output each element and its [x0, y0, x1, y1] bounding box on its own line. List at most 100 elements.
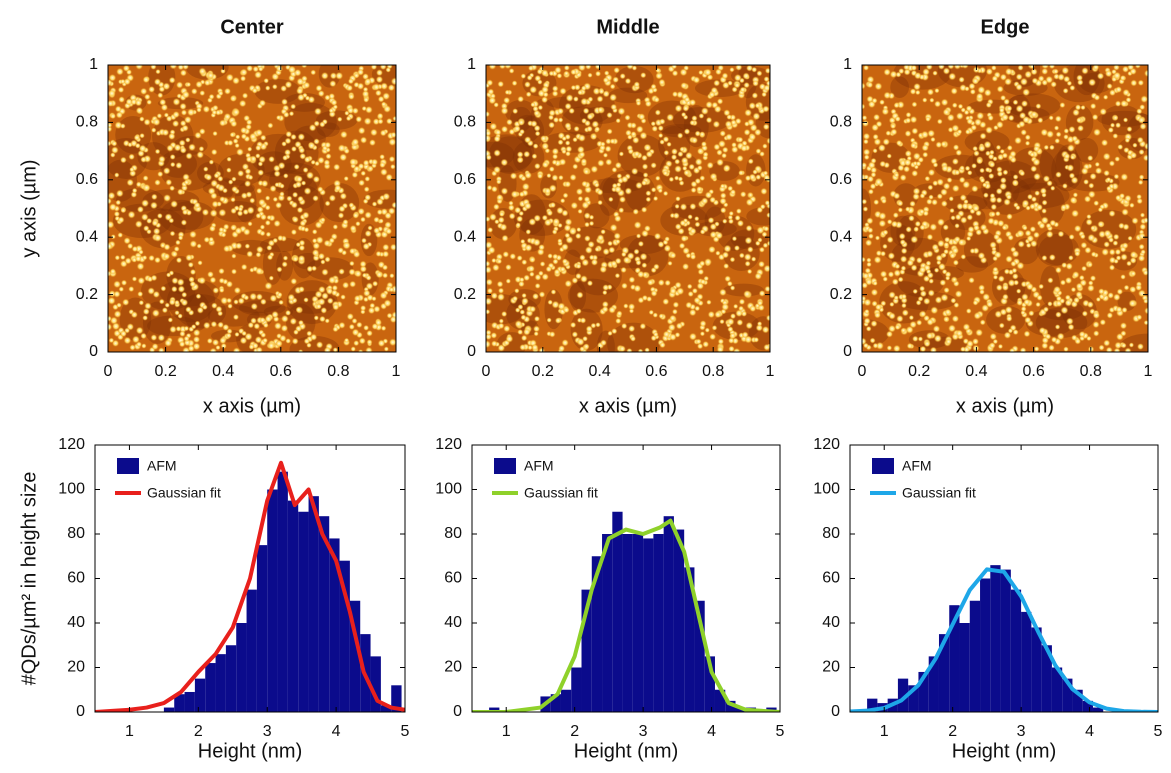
afm-dot — [552, 253, 559, 260]
afm-dot — [886, 330, 893, 338]
afm-dot — [1055, 131, 1062, 138]
afm-dot — [360, 136, 368, 144]
afm-dot — [979, 289, 985, 295]
afm-dot — [131, 245, 139, 253]
afm-dot — [864, 308, 870, 315]
afm-dot — [621, 175, 629, 184]
afm-dot — [882, 243, 888, 250]
afm-dot — [654, 109, 661, 116]
afm-dot — [628, 276, 636, 284]
afm-dot — [541, 69, 549, 77]
y-tick-label: 1 — [89, 56, 98, 73]
afm-dot — [744, 174, 752, 182]
afm-dot — [187, 108, 196, 117]
afm-dot — [323, 239, 331, 247]
afm-dot — [202, 105, 211, 114]
afm-dot — [954, 223, 960, 229]
afm-dot — [1094, 161, 1100, 168]
afm-dot — [724, 120, 733, 129]
y-tick-label: 1 — [843, 56, 852, 73]
afm-dot — [1099, 319, 1107, 326]
afm-dot — [551, 90, 559, 97]
afm-dot — [355, 221, 361, 227]
plot-area — [486, 65, 770, 352]
afm-dot — [1065, 262, 1073, 270]
afm-dot — [1120, 253, 1128, 261]
afm-dot — [1016, 288, 1022, 294]
afm-dot — [298, 319, 304, 326]
afm-dot — [985, 101, 992, 109]
afm-dot — [1109, 122, 1116, 128]
afm-dot — [340, 294, 346, 300]
afm-dot — [258, 66, 264, 72]
afm-dot — [564, 180, 572, 188]
afm-dot — [645, 190, 652, 197]
afm-dot — [618, 151, 625, 157]
afm-dot — [123, 336, 132, 345]
histogram-bar — [489, 707, 500, 712]
afm-dot — [862, 132, 871, 141]
afm-dot — [890, 123, 896, 130]
afm-dot — [250, 155, 257, 163]
afm-dot — [325, 153, 332, 160]
afm-dot — [175, 325, 182, 332]
afm-dot — [607, 240, 613, 247]
afm-dot — [585, 65, 592, 70]
histogram-bar — [684, 567, 695, 712]
afm-dot — [989, 241, 997, 249]
afm-dot — [211, 109, 218, 116]
afm-dot — [1103, 339, 1111, 347]
afm-dot — [264, 315, 273, 323]
afm-dot — [954, 213, 962, 221]
afm-dot — [715, 231, 724, 240]
afm-dot — [653, 263, 660, 270]
x-tick-label: 3 — [263, 723, 272, 740]
afm-dot — [282, 154, 289, 161]
afm-dot — [1004, 77, 1012, 86]
afm-dot — [269, 184, 277, 193]
afm-dot — [931, 198, 938, 206]
afm-dot — [577, 89, 584, 96]
afm-dot — [747, 158, 754, 165]
afm-dot — [185, 253, 193, 262]
afm-dot — [736, 154, 744, 163]
afm-dot — [880, 250, 887, 257]
afm-dot — [363, 324, 370, 331]
afm-dot — [637, 240, 644, 247]
afm-dot — [610, 260, 618, 268]
afm-dot — [763, 343, 770, 351]
afm-dot — [1021, 293, 1029, 301]
afm-dot — [168, 298, 176, 306]
afm-dot — [696, 186, 703, 193]
afm-dot — [690, 180, 698, 188]
afm-dot — [143, 118, 151, 126]
afm-dot — [1003, 331, 1012, 339]
afm-dot — [541, 85, 549, 94]
afm-dot — [650, 289, 658, 297]
afm-dot — [1011, 179, 1019, 187]
legend-label: AFM — [524, 458, 554, 474]
afm-dot — [165, 115, 173, 122]
afm-dot — [908, 314, 915, 321]
afm-dot — [519, 309, 526, 315]
afm-dot — [936, 178, 944, 186]
afm-dot — [323, 159, 331, 166]
afm-dot — [939, 279, 947, 287]
afm-dot — [910, 235, 919, 244]
afm-dot — [211, 200, 219, 208]
afm-dot — [532, 238, 541, 247]
afm-dot — [1045, 230, 1054, 239]
afm-dot — [1123, 284, 1130, 291]
afm-dot — [1087, 284, 1095, 292]
afm-dot — [597, 199, 603, 206]
afm-dot — [1095, 296, 1101, 303]
afm-dot — [874, 311, 881, 319]
x-tick-label: 2 — [948, 723, 957, 740]
afm-dot — [1019, 112, 1027, 120]
afm-dot — [680, 82, 688, 90]
afm-dot — [862, 103, 866, 110]
afm-dot — [874, 82, 883, 91]
afm-dot — [295, 175, 303, 183]
afm-dot — [951, 246, 960, 255]
afm-dot — [265, 85, 271, 91]
